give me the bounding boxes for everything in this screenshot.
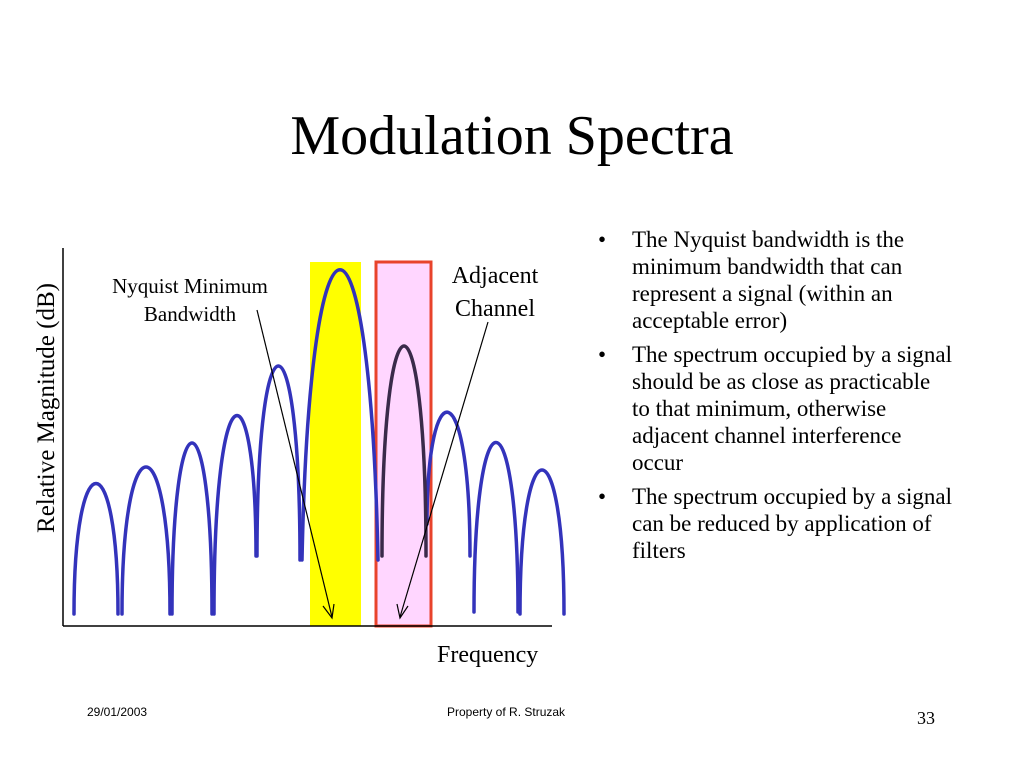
side-lobe bbox=[472, 441, 520, 614]
y-axis-label: Relative Magnitude (dB) bbox=[33, 283, 60, 533]
callout-arrows bbox=[256, 309, 489, 620]
bullet-item: • The spectrum occupied by a signal shou… bbox=[592, 341, 952, 476]
nyquist-callout: Nyquist Minimum Bandwidth bbox=[112, 274, 268, 326]
adjacent-arrowhead bbox=[396, 603, 409, 620]
bullet-text: The spectrum occupied by a signal should… bbox=[632, 342, 952, 475]
side-lobe bbox=[170, 441, 214, 616]
side-lobe bbox=[212, 413, 258, 616]
side-lobe bbox=[72, 481, 120, 616]
bullet-symbol: • bbox=[598, 227, 607, 252]
bullet-item: • The Nyquist bandwidth is the minimum b… bbox=[592, 226, 952, 334]
bullet-symbol: • bbox=[598, 484, 607, 509]
adjacent-channel-lobe bbox=[380, 344, 428, 558]
bullet-item: • The spectrum occupied by a signal can … bbox=[592, 483, 952, 564]
slide-title: Modulation Spectra bbox=[290, 105, 734, 167]
side-lobe bbox=[425, 410, 472, 558]
side-lobe bbox=[518, 468, 566, 616]
footer-owner: Property of R. Struzak bbox=[447, 705, 566, 719]
nyquist-arrow-line bbox=[256, 309, 333, 618]
page-number: 33 bbox=[917, 708, 935, 728]
adjacent-channel-callout: Adjacent Channel bbox=[451, 263, 539, 322]
spectrum-curve bbox=[72, 268, 566, 616]
side-lobe bbox=[120, 465, 172, 616]
bullet-symbol: • bbox=[598, 342, 607, 367]
bullet-text: The Nyquist bandwidth is the minimum ban… bbox=[632, 227, 905, 333]
nyquist-arrowhead bbox=[322, 603, 335, 620]
main-lobe bbox=[300, 268, 380, 562]
footer-date: 29/01/2003 bbox=[87, 705, 148, 719]
bullet-text: The spectrum occupied by a signal can be… bbox=[632, 484, 952, 563]
nyquist-band bbox=[310, 262, 361, 626]
side-lobe bbox=[255, 364, 302, 562]
bullet-list: • The Nyquist bandwidth is the minimum b… bbox=[592, 226, 952, 571]
adjacent-arrow-line bbox=[399, 321, 489, 618]
x-axis-label: Frequency bbox=[437, 642, 539, 668]
